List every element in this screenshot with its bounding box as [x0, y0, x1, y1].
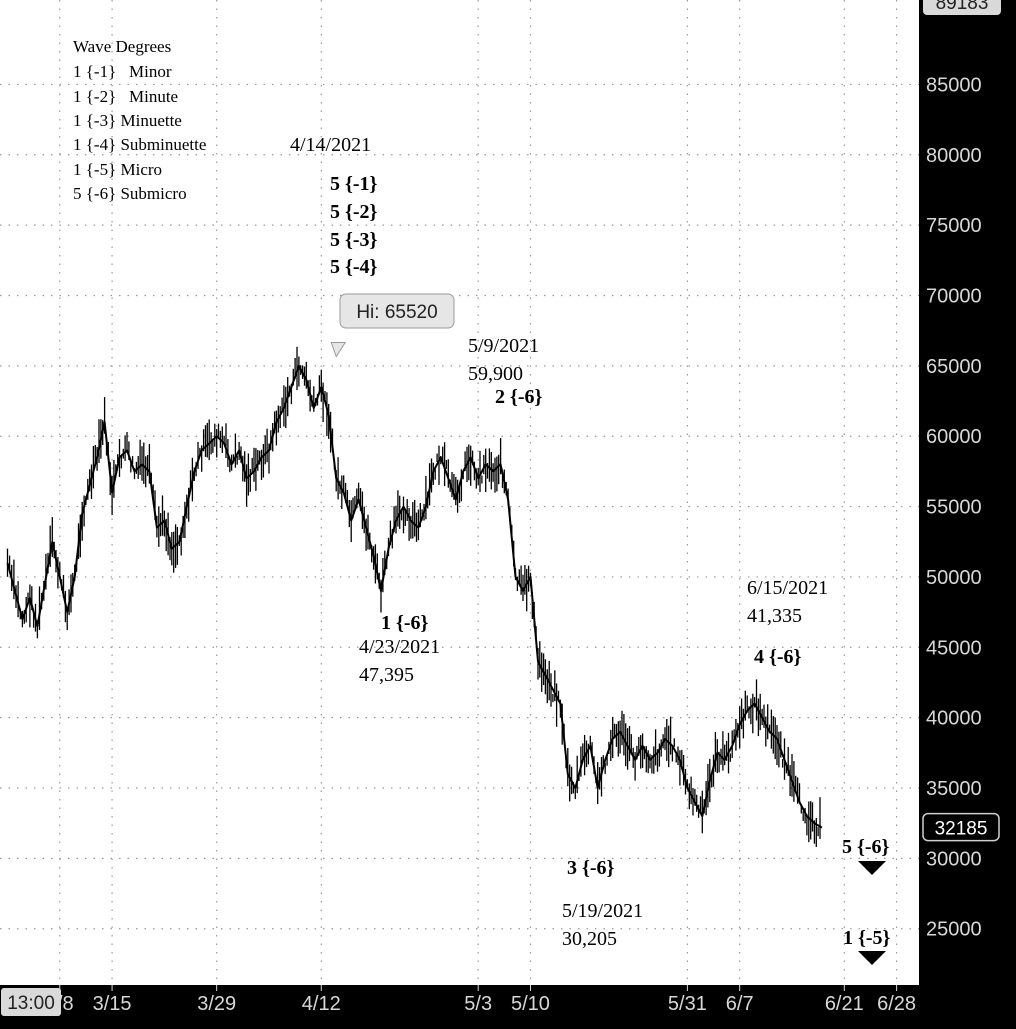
high-callout-box [339, 293, 455, 329]
legend-item: 1 {-2} Minute [73, 87, 178, 106]
wave-2-label: 2 {-6} [495, 386, 543, 408]
wave-degrees-legend: Wave Degrees 1 {-1} Minor 1 {-2} Minute … [73, 37, 206, 203]
x-tick-label: 6/21 [825, 993, 864, 1015]
wave-3-date: 5/19/2021 [562, 900, 643, 922]
high-callout-label: Hi: 65520 [356, 302, 437, 323]
wave-4-label: 4 {-6} [754, 646, 802, 668]
y-tick-label: 45000 [926, 637, 982, 659]
wave-annotations: 4/14/2021 5 {-1} 5 {-2} 5 {-3} 5 {-4} 1 … [290, 134, 891, 965]
micro-wave-1-label: 1 {-5} [843, 927, 891, 949]
peak-wave-label: 5 {-4} [330, 256, 378, 278]
y-tick-label: 35000 [926, 778, 982, 800]
x-tick-label: 5/3 [464, 993, 492, 1015]
legend-item: 1 {-5} Micro [73, 160, 162, 179]
y-tick-label: 70000 [926, 286, 982, 308]
price-series [6, 346, 823, 847]
wave-2-date: 5/9/2021 [468, 335, 539, 357]
top-price-tag-box [923, 0, 1001, 15]
last-price-tag-box [922, 812, 1000, 842]
wave-4-value: 41,335 [747, 605, 802, 627]
top-price-tag-label: 89183 [936, 0, 989, 14]
legend-item: 1 {-1} Minor [73, 62, 172, 81]
time-label-box [1, 988, 61, 1016]
wave-3-label: 3 {-6} [567, 857, 615, 879]
wave-4-date: 6/15/2021 [747, 577, 828, 599]
wave-5-label: 5 {-6} [842, 836, 890, 858]
wave-1-value: 47,395 [359, 664, 414, 686]
wave-1-label: 1 {-6} [381, 612, 429, 634]
y-tick-label: 50000 [926, 567, 982, 589]
x-tick-label: 3/15 [93, 993, 132, 1015]
peak-wave-label: 5 {-2} [330, 201, 378, 223]
legend-item: 5 {-6} Submicro [73, 184, 187, 203]
legend-title: Wave Degrees [73, 37, 171, 56]
x-tick-label: 6/28 [877, 993, 916, 1015]
time-label: 13:00 [1, 988, 61, 1016]
top-price-tag: 89183 [923, 0, 1001, 15]
y-tick-label: 80000 [926, 145, 982, 167]
x-tick-label: 6/7 [726, 993, 754, 1015]
y-tick-label: 55000 [926, 497, 982, 519]
last-price-tag-label: 32185 [935, 819, 988, 840]
high-value-callout: Hi: 65520 [330, 293, 455, 358]
wave-1-date: 4/23/2021 [359, 636, 440, 658]
wave-3-value: 30,205 [562, 928, 617, 950]
y-tick-label: 85000 [926, 74, 982, 96]
peak-wave-label: 5 {-3} [330, 229, 378, 251]
axes: 25000 30000 35000 40000 45000 50000 55000 60000… [46, 74, 982, 1015]
micro-wave-1-down-arrow-icon [858, 951, 886, 965]
x-tick-label: 3/29 [197, 993, 236, 1015]
legend-item: 1 {-4} Subminuette [73, 135, 206, 154]
peak-date-label: 4/14/2021 [290, 134, 371, 156]
y-tick-label: 30000 [926, 848, 982, 870]
wave-5-down-arrow-icon [858, 861, 886, 875]
y-tick-label: 75000 [926, 215, 982, 237]
time-label-text: 13:00 [7, 993, 55, 1014]
x-tick-label: 5/10 [511, 993, 550, 1015]
last-price-tag: 32185 [922, 812, 1000, 842]
legend-item: 1 {-3} Minuette [73, 111, 182, 130]
y-tick-label: 60000 [926, 426, 982, 448]
y-tick-label: 40000 [926, 708, 982, 730]
wave-2-value: 59,900 [468, 363, 523, 385]
y-tick-label: 25000 [926, 919, 982, 941]
y-tick-label: 65000 [926, 356, 982, 378]
high-callout-pointer [330, 342, 347, 358]
peak-wave-label: 5 {-1} [330, 173, 378, 195]
x-tick-label: 4/12 [302, 993, 341, 1015]
grid [0, 0, 919, 985]
x-tick-label: 5/31 [668, 993, 707, 1015]
